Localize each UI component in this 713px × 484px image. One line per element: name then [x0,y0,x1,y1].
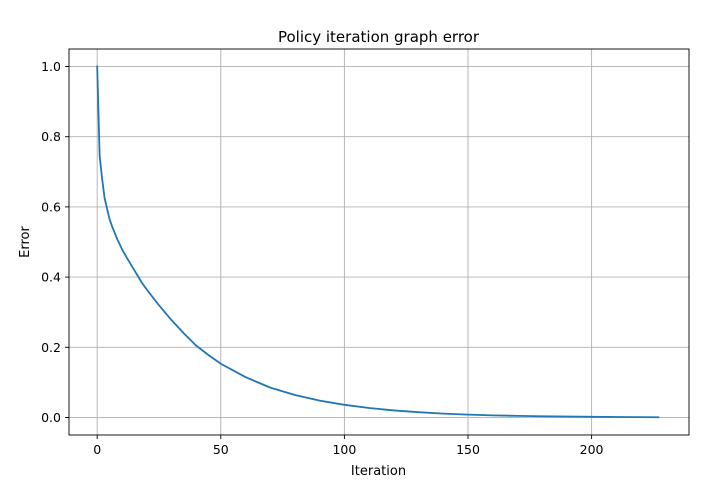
y-tick-label: 0.0 [41,410,61,425]
x-tick-label: 200 [580,442,604,457]
y-axis: 0.0 0.2 0.4 0.6 0.8 1.0 [41,59,69,425]
y-tick-label: 0.4 [41,270,61,285]
chart-title: Policy iteration graph error [278,28,480,46]
y-tick-label: 1.0 [41,59,61,74]
x-tick-label: 0 [93,442,101,457]
x-axis-label: Iteration [351,464,406,479]
error-series-line [96,65,660,419]
x-tick-label: 150 [456,442,480,457]
series-layer [96,65,660,419]
y-tick-label: 0.2 [41,340,61,355]
x-tick-label: 50 [213,442,229,457]
y-tick-label: 0.8 [41,129,61,144]
x-tick-label: 100 [332,442,356,457]
grid [69,49,689,435]
plot-frame [68,48,690,436]
x-axis: 0 50 100 150 200 [93,435,604,457]
y-tick-label: 0.6 [41,199,61,214]
y-axis-label: Error [18,226,33,258]
